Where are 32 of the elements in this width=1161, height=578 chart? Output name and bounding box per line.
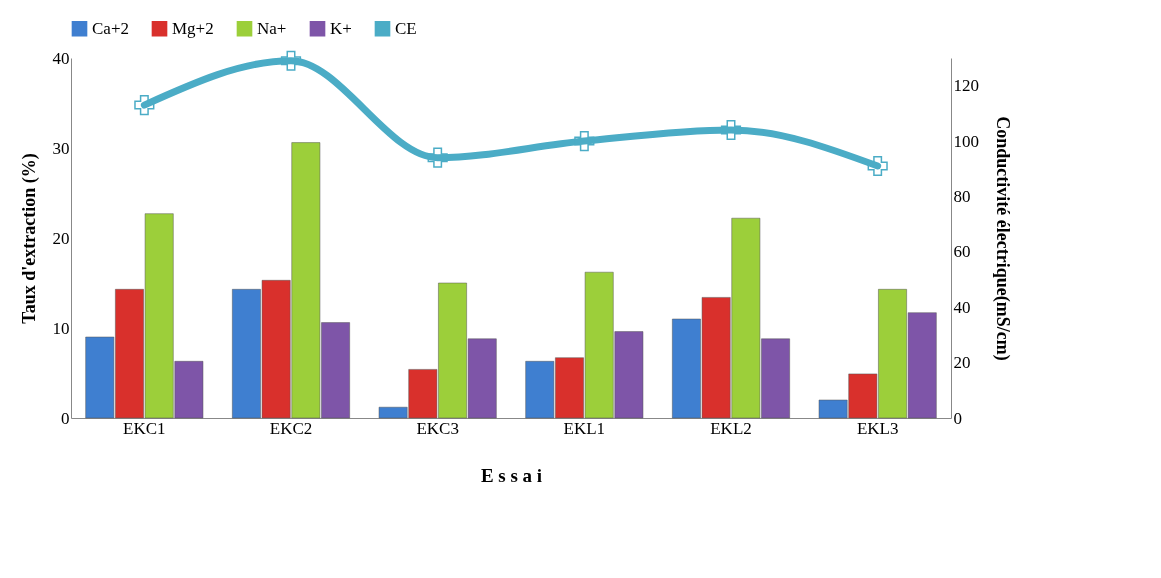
y2-axis-title: Conductivité électrique(mS/cm) <box>992 116 1013 361</box>
y-axis-title: Taux d'extraction (%) <box>18 153 40 324</box>
x-tick-label: EKL3 <box>856 418 899 438</box>
legend-label: Mg+2 <box>172 18 214 38</box>
point <box>720 119 742 141</box>
y2-tick-label: 120 <box>953 76 979 96</box>
y2-tick-label: 20 <box>953 353 971 373</box>
x-tick-label: EKC1 <box>123 418 166 438</box>
x-tick-label: EKL2 <box>710 418 752 438</box>
y-tick-label: 40 <box>52 48 70 68</box>
y2-tick-label: 100 <box>953 131 979 151</box>
x-axis-title: E s s a i <box>480 464 543 486</box>
legend-label: CE <box>395 18 417 38</box>
y2-tick-label: 80 <box>953 186 971 206</box>
y2-tick-label: 0 <box>953 408 962 428</box>
x-tick-label: EKL1 <box>563 418 606 438</box>
point <box>427 147 448 168</box>
point <box>574 130 595 152</box>
y-tick-label: 30 <box>52 138 70 158</box>
legend-label: K+ <box>330 18 352 38</box>
y-tick-label: 20 <box>52 228 70 248</box>
y-tick-label: 10 <box>52 318 70 338</box>
y-tick-label: 0 <box>61 408 70 428</box>
legend-label: Ca+2 <box>92 18 129 38</box>
legend-label: Na+ <box>257 18 287 38</box>
x-tick-label: EKC3 <box>416 418 459 438</box>
point <box>280 50 302 71</box>
point <box>867 155 888 177</box>
x-tick-label: EKC2 <box>269 418 313 438</box>
point <box>134 94 155 116</box>
y2-tick-label: 40 <box>953 297 971 317</box>
y2-tick-label: 60 <box>953 242 971 262</box>
